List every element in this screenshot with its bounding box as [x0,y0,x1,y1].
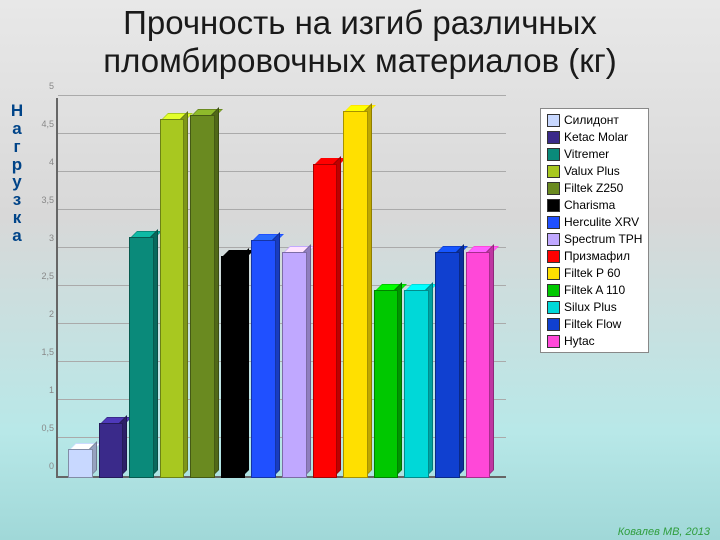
legend-label: Filtek Flow [564,317,621,331]
bar-front [221,256,246,478]
legend-item-12: Filtek Flow [547,317,642,331]
legend-swatch [547,114,560,127]
bar-4 [190,111,219,478]
bar-9 [343,107,372,478]
legend-swatch [547,284,560,297]
y-axis-label-char: у [8,173,26,191]
legend: Силидонт Ketac Molar Vitremer Valux Plus Fil… [540,108,649,353]
bars-container [56,98,506,478]
y-tick-label: 2 [30,309,54,319]
y-tick-label: 3 [30,233,54,243]
title-line-1: Прочность на изгиб различных [123,4,597,41]
y-axis-label-char: к [8,209,26,227]
legend-swatch [547,216,560,229]
y-axis-label-char: Н [8,102,26,120]
legend-item-3: Valux Plus [547,164,642,178]
legend-swatch [547,267,560,280]
legend-label: Valux Plus [564,164,620,178]
y-axis-label-char: г [8,138,26,156]
legend-item-7: Spectrum TPH [547,232,642,246]
legend-item-6: Herculite XRV [547,215,642,229]
legend-label: Vitremer [564,147,609,161]
chart-area: Нагрузка 00,511,522,533,544,55 [8,98,506,478]
credit-line: Ковалев МВ, 2013 [618,526,710,538]
y-tick-label: 5 [30,81,54,91]
bar-front [435,252,460,478]
bar-0 [68,445,97,478]
y-axis-label-char: а [8,120,26,138]
bar-13 [466,248,495,478]
bar-front [251,240,276,478]
y-tick-label: 4,5 [30,119,54,129]
legend-label: Charisma [564,198,615,212]
legend-swatch [547,335,560,348]
y-tick-label: 0,5 [30,423,54,433]
legend-swatch [547,165,560,178]
y-axis-label: Нагрузка [8,98,26,478]
legend-label: Filtek A 110 [564,283,625,297]
legend-swatch [547,131,560,144]
legend-label: Силидонт [564,113,619,127]
legend-swatch [547,233,560,246]
legend-label: Herculite XRV [564,215,639,229]
bar-front [68,449,93,478]
legend-label: Filtek Z250 [564,181,623,195]
legend-item-1: Ketac Molar [547,130,642,144]
legend-item-11: Silux Plus [547,300,642,314]
bar-6 [251,236,280,478]
bar-front [374,290,399,478]
legend-item-2: Vitremer [547,147,642,161]
bar-front [129,237,154,478]
plot: 00,511,522,533,544,55 [56,98,506,478]
legend-swatch [547,250,560,263]
bar-7 [282,248,311,478]
y-tick-label: 1,5 [30,347,54,357]
legend-swatch [547,148,560,161]
bar-front [404,290,429,478]
legend-item-13: Hytac [547,334,642,348]
legend-label: Призмафил [564,249,630,263]
legend-swatch [547,199,560,212]
bar-11 [404,286,433,478]
legend-item-10: Filtek A 110 [547,283,642,297]
legend-item-4: Filtek Z250 [547,181,642,195]
bar-8 [313,160,342,478]
bar-3 [160,115,189,478]
legend-label: Silux Plus [564,300,617,314]
y-tick-label: 2,5 [30,271,54,281]
y-axis-label-char: а [8,227,26,245]
legend-item-8: Призмафил [547,249,642,263]
chart-title: Прочность на изгиб различных пломбировоч… [0,0,720,80]
bar-2 [129,233,158,478]
y-axis-label-char: р [8,156,26,174]
y-tick-label: 0 [30,461,54,471]
legend-swatch [547,318,560,331]
bar-front [99,423,124,478]
y-tick-label: 3,5 [30,195,54,205]
legend-item-5: Charisma [547,198,642,212]
legend-item-9: Filtek P 60 [547,266,642,280]
legend-label: Hytac [564,334,595,348]
legend-swatch [547,182,560,195]
bar-front [190,115,215,478]
y-tick-label: 4 [30,157,54,167]
legend-swatch [547,301,560,314]
bar-front [282,252,307,478]
bar-12 [435,248,464,478]
title-line-2: пломбировочных материалов (кг) [103,42,616,79]
legend-label: Filtek P 60 [564,266,620,280]
grid-line [58,95,506,96]
bar-front [313,164,338,478]
bar-10 [374,286,403,478]
bar-1 [99,419,128,478]
bar-front [466,252,491,478]
y-tick-label: 1 [30,385,54,395]
legend-label: Spectrum TPH [564,232,642,246]
bar-front [343,111,368,478]
legend-item-0: Силидонт [547,113,642,127]
y-axis-label-char: з [8,191,26,209]
bar-5 [221,252,250,478]
bar-front [160,119,185,478]
legend-label: Ketac Molar [564,130,628,144]
